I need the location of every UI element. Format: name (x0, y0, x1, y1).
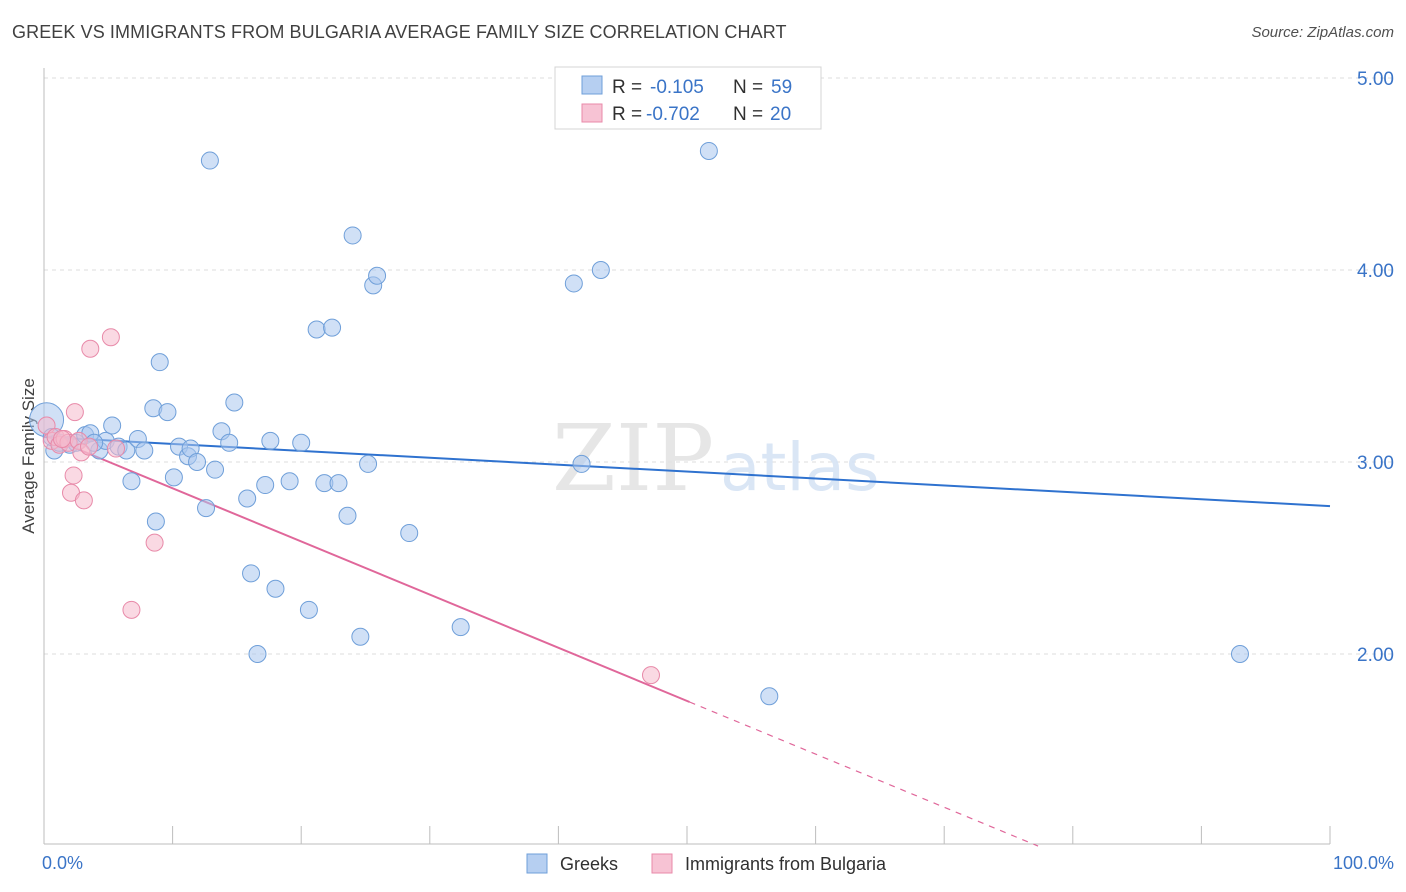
point-greeks (238, 489, 257, 508)
trendline-bulgaria-extension (689, 701, 1039, 847)
x-axis-ticks (43, 826, 1331, 844)
correlation-legend: R = -0.105 N = 59 R = -0.702 N = 20 (554, 66, 822, 130)
point-greeks (564, 274, 583, 293)
legend-r-label-greeks: R = (612, 77, 642, 98)
point-greeks (150, 353, 169, 372)
point-greeks (122, 472, 141, 491)
source-label: Source: ZipAtlas.com (1251, 24, 1394, 41)
x-tick-label-min: 0.0% (42, 853, 83, 873)
legend-n-label-bulgaria: N = (733, 104, 763, 125)
point-greeks (451, 618, 470, 637)
point-bulgaria (145, 533, 164, 552)
y-axis-title: Average Family Size (19, 378, 38, 534)
legend-n-value-bulgaria: 20 (770, 104, 791, 125)
point-greeks (188, 453, 207, 471)
series-legend-swatch-bulgaria (651, 853, 673, 874)
point-greeks (135, 441, 154, 460)
point-greeks (368, 266, 387, 285)
point-bulgaria (65, 403, 84, 422)
point-bulgaria (122, 600, 141, 619)
point-greeks (280, 472, 299, 491)
watermark-atlas: atlas (720, 429, 880, 506)
point-greeks (1230, 645, 1249, 663)
point-greeks (266, 579, 285, 598)
point-greeks (220, 433, 239, 452)
point-greeks (591, 261, 610, 279)
point-greeks (200, 151, 219, 170)
point-greeks (351, 627, 370, 646)
point-greeks (256, 476, 275, 495)
trendlines (43, 434, 1331, 847)
point-greeks (323, 318, 342, 337)
point-greeks (400, 524, 419, 543)
legend-swatch-greeks (581, 75, 603, 95)
legend-n-value-greeks: 59 (771, 77, 792, 98)
point-greeks (197, 499, 216, 518)
y-tick-label: 2.00 (1357, 645, 1394, 666)
point-greeks (329, 474, 348, 493)
point-bulgaria (53, 429, 72, 448)
series-legend-label-bulgaria: Immigrants from Bulgaria (685, 854, 887, 874)
point-greeks (338, 506, 357, 525)
point-greeks (572, 454, 591, 473)
point-bulgaria (107, 439, 126, 458)
legend-swatch-bulgaria (581, 103, 603, 123)
point-greeks (359, 454, 378, 473)
point-bulgaria (101, 328, 120, 347)
point-greeks (343, 226, 362, 245)
y-axis-tick-labels: 2.00 3.00 4.00 5.00 (1357, 69, 1394, 666)
y-tick-label: 3.00 (1357, 453, 1394, 474)
point-greeks (307, 320, 326, 339)
legend-r-value-greeks: -0.105 (650, 77, 704, 98)
series-legend: Greeks Immigrants from Bulgaria (526, 853, 887, 874)
point-greeks (299, 600, 318, 619)
point-bulgaria (64, 466, 83, 485)
trendline-bulgaria (43, 434, 690, 703)
point-greeks (261, 431, 280, 450)
point-greeks (225, 393, 244, 412)
data-points (29, 141, 1249, 706)
point-bulgaria (81, 339, 100, 358)
point-greeks (760, 687, 779, 706)
point-greeks (248, 645, 267, 663)
legend-n-label-greeks: N = (733, 77, 763, 98)
x-tick-label-max: 100.0% (1333, 853, 1394, 873)
legend-r-label-bulgaria: R = (612, 104, 642, 125)
point-greeks (292, 433, 311, 452)
point-bulgaria (80, 437, 99, 456)
chart-title: GREEK VS IMMIGRANTS FROM BULGARIA AVERAG… (12, 22, 787, 42)
point-greeks (242, 564, 261, 583)
y-tick-label: 4.00 (1357, 261, 1394, 282)
point-greeks (158, 403, 177, 422)
point-greeks (699, 141, 718, 160)
watermark: ZIP atlas (552, 405, 880, 512)
series-legend-label-greeks: Greeks (560, 854, 618, 874)
point-greeks (164, 468, 183, 487)
point-greeks (206, 460, 225, 479)
point-bulgaria (74, 491, 93, 510)
point-greeks (103, 416, 122, 435)
series-legend-swatch-greeks (526, 853, 548, 874)
legend-r-value-bulgaria: -0.702 (646, 104, 700, 125)
y-tick-label: 5.00 (1357, 69, 1394, 90)
point-greeks (146, 512, 165, 531)
point-bulgaria (641, 666, 660, 685)
trendline-greeks (43, 436, 1331, 508)
